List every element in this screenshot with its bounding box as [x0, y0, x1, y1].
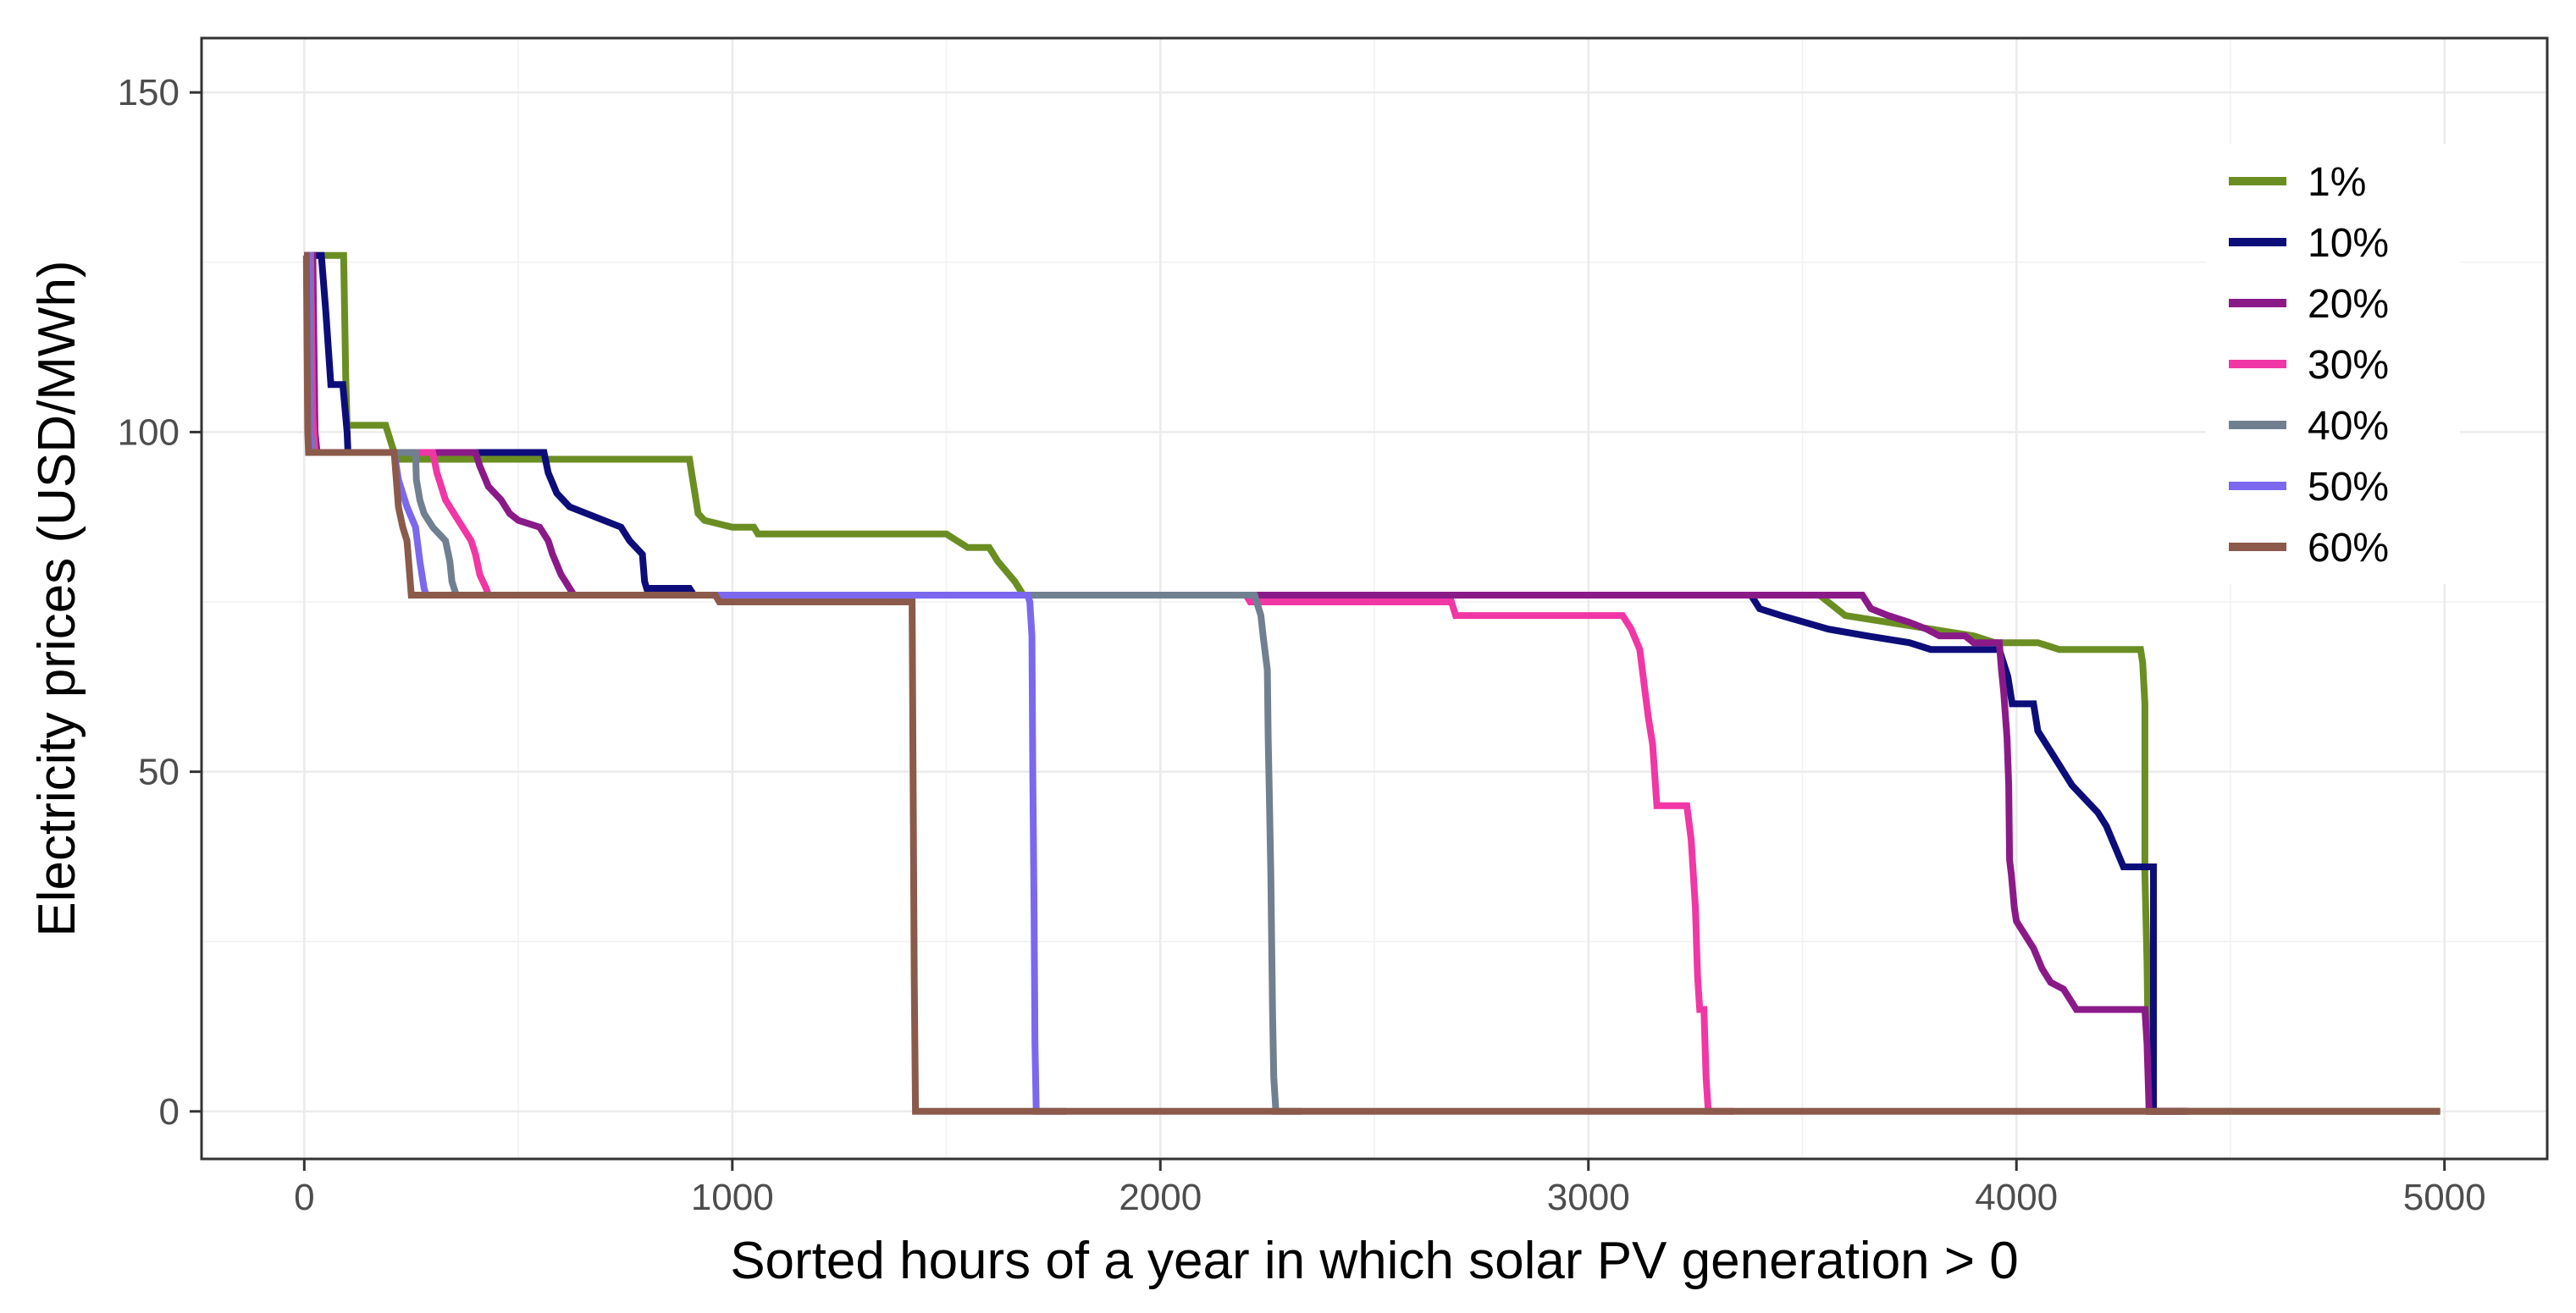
x-tick-label: 0 — [294, 1177, 314, 1218]
x-tick-label: 2000 — [1119, 1177, 1202, 1218]
y-tick-label: 50 — [138, 752, 180, 793]
plot-border — [200, 36, 2549, 1161]
legend-label: 60% — [2308, 526, 2389, 571]
y-tick-label: 100 — [118, 411, 180, 453]
x-tick-label: 4000 — [1975, 1177, 2058, 1218]
x-tick-label: 5000 — [2403, 1177, 2486, 1218]
legend-label: 50% — [2308, 465, 2389, 510]
axis-ticks: 0 1000 2000 3000 4000 5000 0 50 100 150 — [118, 72, 2486, 1218]
series-layer — [302, 251, 2441, 1115]
series-line-10pct — [304, 251, 2188, 1115]
y-tick-label: 0 — [159, 1091, 180, 1133]
y-tick-label: 150 — [118, 72, 180, 113]
legend-label: 20% — [2308, 282, 2389, 327]
legend-label: 1% — [2308, 160, 2366, 205]
legend-label: 40% — [2308, 404, 2389, 449]
y-axis-title: Electricity prices (USD/MWh) — [28, 260, 86, 936]
x-tick-label: 1000 — [691, 1177, 774, 1218]
series-line-20pct — [304, 251, 2184, 1115]
x-tick-label: 3000 — [1547, 1177, 1630, 1218]
x-axis-title: Sorted hours of a year in which solar PV… — [730, 1232, 2019, 1290]
legend: 1% 10% 20% 30% 40% 50% 60% — [2206, 144, 2460, 584]
series-line-30pct — [304, 251, 1734, 1115]
legend-label: 30% — [2308, 343, 2389, 388]
legend-label: 10% — [2308, 221, 2389, 266]
series-line-60pct — [302, 251, 2441, 1115]
